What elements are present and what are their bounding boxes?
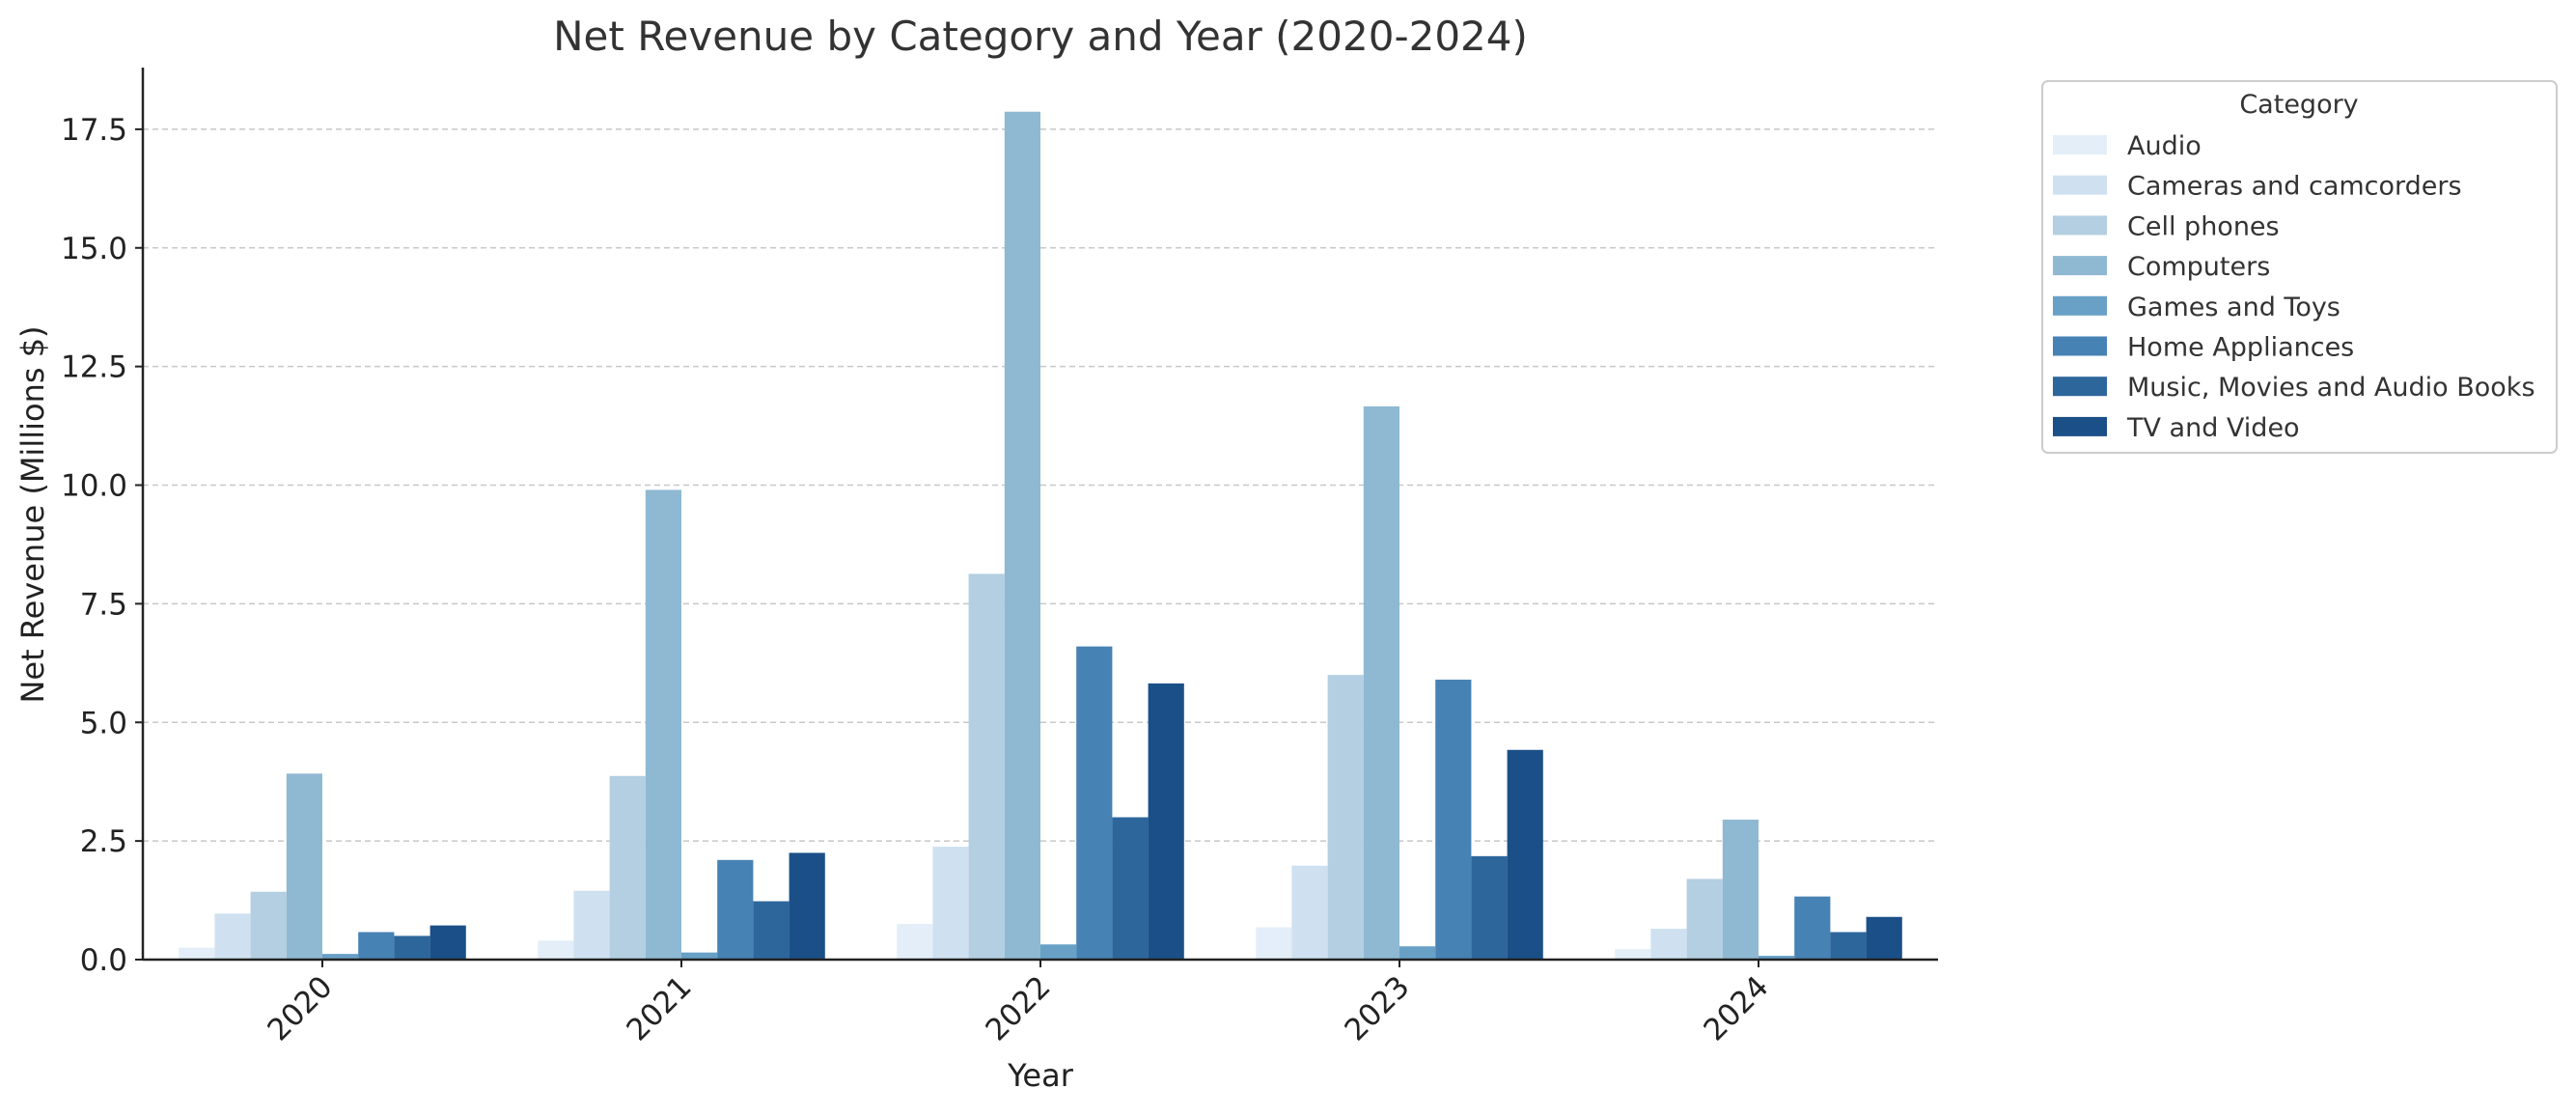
legend-label: Computers (2127, 252, 2270, 282)
legend-swatch (2053, 256, 2107, 276)
bar (286, 773, 322, 960)
legend-label: TV and Video (2126, 413, 2300, 443)
y-tick-label: 0.0 (80, 943, 127, 978)
bar (1004, 111, 1040, 961)
bar (1435, 680, 1472, 960)
legend-title: Category (2239, 90, 2358, 120)
legend-label: Games and Toys (2127, 293, 2341, 322)
legend-swatch (2053, 336, 2107, 356)
bar (932, 847, 969, 960)
legend-label: Music, Movies and Audio Books (2127, 373, 2535, 403)
bar (1650, 929, 1687, 960)
y-tick-label: 5.0 (80, 706, 127, 740)
bar (322, 954, 359, 960)
y-tick-label: 17.5 (61, 113, 127, 148)
legend-label: Cell phones (2127, 211, 2280, 241)
bar (897, 924, 933, 960)
y-axis-ticks: 0.0 2.5 5.0 7.5 10.0 12.5 15.0 17.5 (61, 113, 143, 978)
x-tick-label: 2022 (979, 969, 1057, 1047)
bar (789, 852, 825, 960)
y-axis-label: Net Revenue (Millions $) (14, 325, 51, 703)
bar (1291, 865, 1328, 960)
y-tick-label: 10.0 (61, 469, 127, 504)
bar (1327, 675, 1364, 960)
bar (538, 940, 574, 960)
bar (1507, 749, 1543, 960)
bar (645, 489, 681, 960)
x-axis-ticks: 2020 2021 2022 2023 2024 (261, 960, 1776, 1047)
legend-swatch (2053, 175, 2107, 195)
bar (1076, 646, 1113, 960)
bar (1759, 956, 1795, 960)
bar (1794, 896, 1831, 960)
bar (1830, 932, 1867, 960)
y-tick-label: 2.5 (80, 824, 127, 859)
y-tick-label: 12.5 (61, 350, 127, 385)
bars (179, 111, 1902, 961)
bar (1399, 946, 1436, 960)
legend-label: Cameras and camcorders (2127, 172, 2462, 202)
chart-title: Net Revenue by Category and Year (2020-2… (553, 13, 1528, 60)
bar (429, 925, 466, 960)
bar (250, 891, 287, 960)
bar (1686, 879, 1723, 960)
y-tick-label: 15.0 (61, 232, 127, 266)
legend-frame (2041, 80, 2558, 454)
legend-swatch (2053, 215, 2107, 236)
bar (1256, 927, 1292, 960)
x-tick-label: 2021 (620, 969, 698, 1047)
legend-swatch (2053, 135, 2107, 154)
bar (1363, 405, 1399, 960)
bar (1615, 949, 1651, 960)
bar (394, 935, 430, 960)
bar (1722, 820, 1759, 960)
legend-swatch (2053, 377, 2107, 397)
x-axis-label: Year (1007, 1057, 1074, 1094)
bar (609, 775, 646, 960)
legend-swatch (2053, 416, 2107, 436)
legend: Category Audio Cameras and camcorders Cell… (2041, 80, 2558, 454)
bar (1471, 855, 1508, 960)
legend-label: Audio (2127, 131, 2202, 161)
legend-label: Home Appliances (2127, 333, 2354, 363)
x-tick-label: 2024 (1697, 969, 1775, 1047)
x-tick-label: 2023 (1338, 969, 1416, 1047)
y-tick-label: 7.5 (80, 587, 127, 622)
bar (968, 573, 1005, 960)
bar (1040, 944, 1077, 960)
bar (681, 952, 718, 960)
bar (1866, 916, 1902, 960)
x-tick-label: 2020 (261, 969, 339, 1047)
bar (753, 901, 789, 960)
bar (214, 913, 251, 960)
bar (573, 890, 610, 960)
bar (358, 932, 395, 960)
bar (1148, 683, 1184, 960)
bar (1112, 817, 1149, 960)
bar (717, 859, 754, 960)
bar (179, 947, 215, 960)
legend-swatch (2053, 295, 2107, 316)
